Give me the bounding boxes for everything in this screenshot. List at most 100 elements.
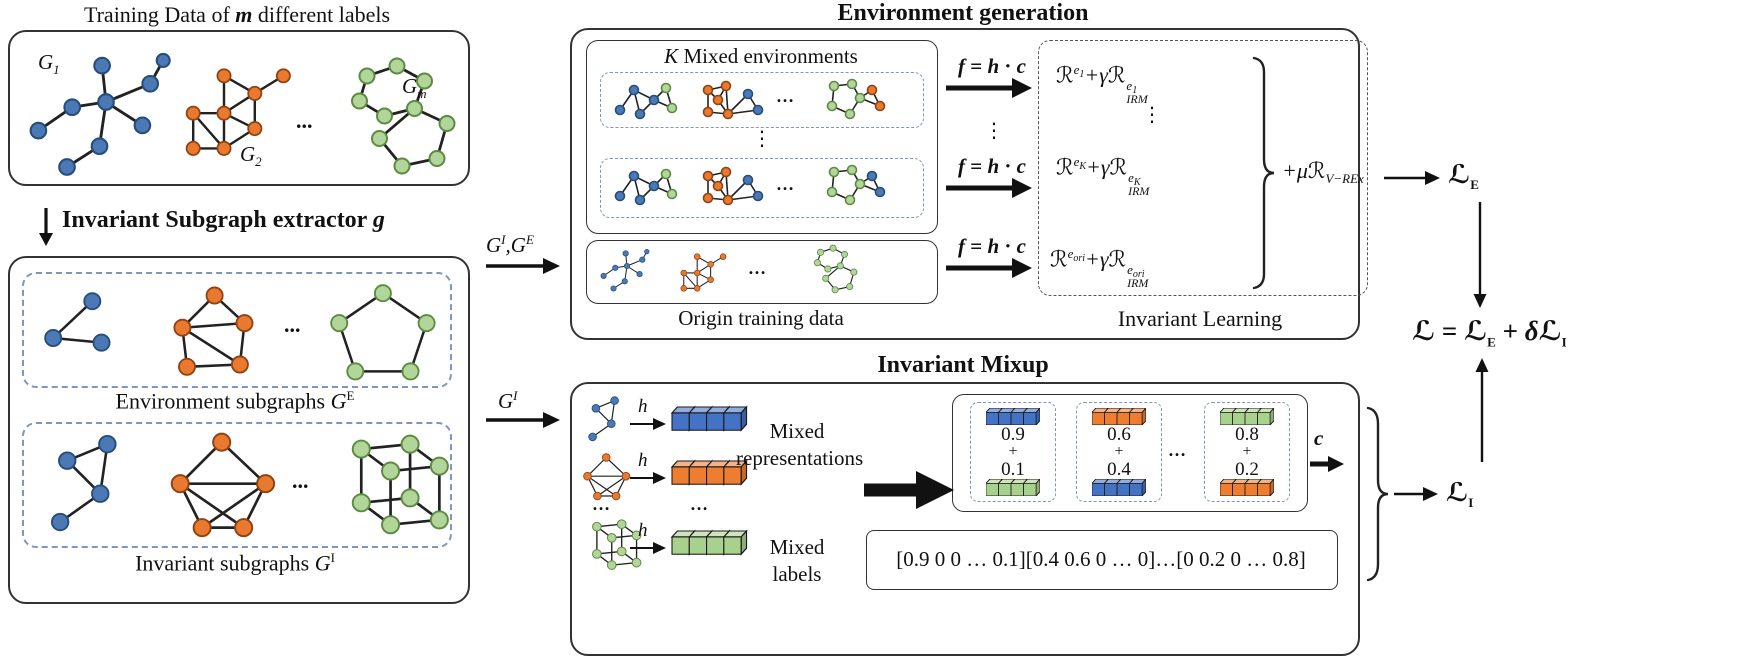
fhc-arrow-3 (946, 258, 1032, 278)
pair2-bottom-weight: 0.4 (1107, 459, 1131, 480)
fhc-vdots: ⋮ (984, 118, 1004, 142)
pair1-top-bar-blue-icon (986, 408, 1040, 425)
pair3-bottom-weight: 0.2 (1235, 459, 1259, 480)
flow-label-gi-ge: GI,GE (486, 232, 534, 257)
mixed-labels-label: Mixed labels (769, 535, 825, 587)
fhc-label-2: f = h · c (958, 154, 1026, 178)
inv-subgraph-ellipsis: ... (292, 468, 309, 493)
mixed-environments-title: K Mixed environments (664, 44, 858, 68)
origin-graph-g1 (600, 248, 650, 292)
pair3-plus: + (1242, 443, 1252, 460)
environment-generation-title: Environment generation (837, 0, 1089, 26)
mixed-labels-value-box (866, 530, 1338, 590)
env-subgraph-green (329, 283, 436, 381)
mixed-pair-2: 0.6 + 0.4 (1076, 402, 1162, 502)
mixed-environments-box (586, 40, 938, 234)
flow-label-gi: GI (498, 388, 518, 413)
invariant-learning-caption: Invariant Learning (1117, 306, 1283, 331)
graph-label-gm: Gm (402, 74, 427, 102)
env-subgraph-blue (43, 291, 111, 352)
mixed-env-graph-4 (614, 168, 678, 206)
mixup-graph-green (591, 519, 642, 571)
mixed-pair-3: 0.8 + 0.2 (1204, 402, 1290, 502)
fhc-arrow-1 (946, 78, 1032, 98)
environment-generation-box (570, 28, 1360, 340)
invariant-learning-dashed-box (1038, 40, 1368, 296)
loss-li-label: ℒI (1446, 478, 1474, 511)
mixup-graph-orange (583, 453, 631, 501)
training-ellipsis: ... (296, 108, 313, 133)
mixup-brace (1366, 406, 1389, 582)
pair3-top-bar-green-icon (1220, 408, 1274, 425)
mixed-env-row-1-box (600, 72, 924, 128)
environment-subgraphs-dashed-box (22, 272, 452, 388)
h-arrow-3 (630, 542, 666, 554)
pair2-bottom-bar-blue-icon (1092, 479, 1146, 496)
li-up-arrow (1475, 358, 1489, 462)
mixup-graph-blue (588, 396, 620, 442)
inv-subgraph-blue (50, 434, 117, 532)
extractor-down-arrow (39, 208, 53, 246)
h-label-3: h (638, 520, 648, 541)
env-subgraph-ellipsis: ... (284, 312, 301, 337)
inv-subgraph-green (351, 434, 450, 535)
mixed-env-vdots: ⋮ (752, 126, 772, 150)
pair1-bottom-bar-green-icon (986, 479, 1040, 496)
fhc-arrow-2 (946, 178, 1032, 198)
origin-graph-gm (813, 244, 858, 294)
pairs-ellipsis: … (1168, 440, 1186, 460)
gi-arrow (486, 412, 560, 428)
mixed-env-row2-ellipsis: … (776, 174, 794, 194)
total-loss-formula: ℒ = ℒE + δℒI (1412, 316, 1567, 350)
pair1-bottom-weight: 0.1 (1001, 459, 1025, 480)
mixed-env-row-2-box (600, 158, 924, 218)
mixed-representations-label: Mixed representations (736, 419, 864, 471)
le-arrow (1384, 171, 1440, 185)
origin-data-box (586, 240, 938, 304)
gi-ge-arrow (486, 258, 560, 274)
mixed-labels-value: [0.9 0 0 … 0.1][0.4 0.6 0 … 0]…[0 0.2 0 … (896, 546, 1306, 571)
mixed-env-graph-3 (826, 78, 886, 120)
subgraphs-box (8, 256, 470, 604)
vrex-penalty: +μℛV−REx (1282, 158, 1364, 186)
env-subgraph-orange (173, 286, 254, 377)
risk-term-e1: ℛe1+γℛ e1 IRM (1056, 62, 1148, 107)
origin-ellipsis: … (748, 258, 766, 278)
origin-data-label: Origin training data (678, 306, 844, 330)
mixed-representations-group-box (952, 394, 1308, 512)
mixed-env-graph-1 (614, 82, 678, 120)
mixed-env-graph-6 (826, 164, 886, 206)
h-label-2: h (638, 450, 648, 471)
graph-label-g2: G2 (240, 142, 262, 170)
mixed-pair-1: 0.9 + 0.1 (970, 402, 1056, 502)
mixup-bars-ellipsis: … (690, 494, 708, 514)
mixed-env-graph-5 (702, 166, 764, 206)
c-arrow (1310, 456, 1344, 472)
mixed-env-graph-2 (702, 80, 764, 120)
invariant-mixup-box (570, 382, 1360, 656)
origin-graph-g2 (680, 253, 727, 292)
pair1-top-weight: 0.9 (1001, 424, 1025, 445)
h-arrow-2 (630, 472, 666, 484)
mixup-graphs-ellipsis: … (592, 494, 610, 514)
pair1-plus: + (1008, 443, 1018, 460)
li-arrow (1394, 487, 1438, 501)
fhc-label-1: f = h · c (958, 54, 1026, 78)
invariant-subgraphs-dashed-box (22, 422, 452, 548)
risk-term-eori: ℛeori+γℛ eori IRM (1050, 246, 1149, 291)
mixed-env-row1-ellipsis: … (776, 86, 794, 106)
invariant-mixup-title: Invariant Mixup (877, 352, 1049, 378)
pair2-top-bar-orange-icon (1092, 408, 1146, 425)
inv-subgraph-orange (170, 432, 276, 538)
inv-subgraphs-label: Invariant subgraphs GI (135, 550, 335, 576)
training-title: Training Data of m different labels (83, 2, 391, 27)
risk-term-eK: ℛeK+γℛ eK IRM (1056, 154, 1150, 199)
risk-vdots: ⋮ (1142, 102, 1162, 126)
pair2-top-weight: 0.6 (1107, 424, 1131, 445)
extractor-label: Invariant Subgraph extractor g (62, 207, 385, 233)
pair3-bottom-bar-orange-icon (1220, 479, 1274, 496)
graph-label-g1: G1 (38, 50, 60, 78)
pair3-top-weight: 0.8 (1235, 424, 1259, 445)
